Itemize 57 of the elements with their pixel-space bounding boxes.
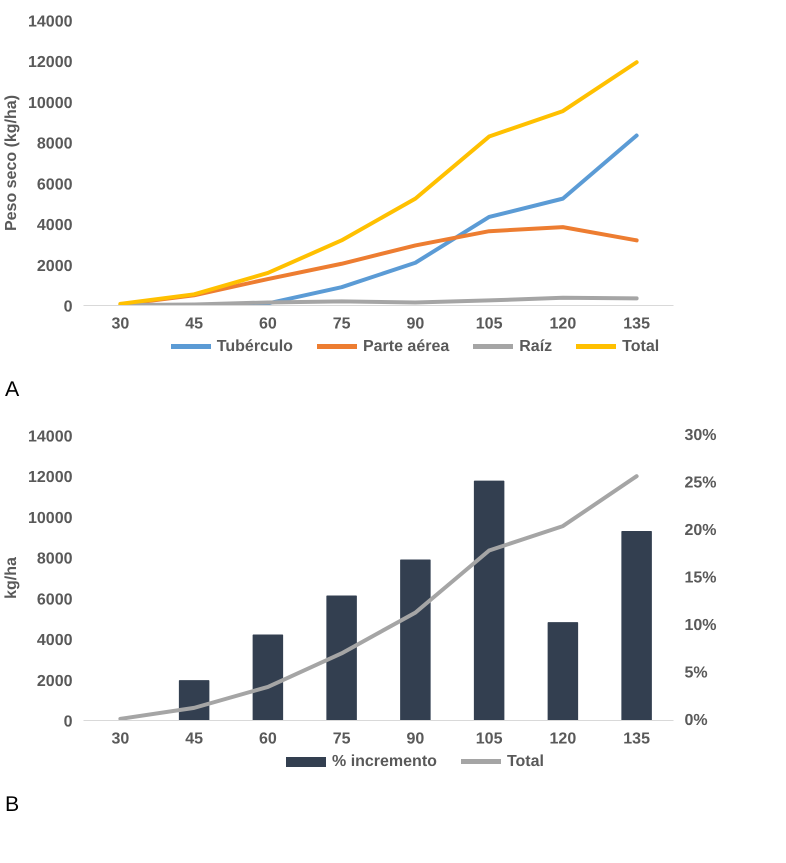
x-tick-label: 30: [111, 316, 130, 332]
y-axis-title: Peso seco (kg/ha): [3, 94, 20, 232]
line-series: [118, 60, 639, 306]
y-axis-title: kg/ha: [3, 557, 20, 599]
x-tick-label: 30: [111, 730, 130, 748]
y-tick-label: 4000: [36, 632, 73, 650]
x-tick-label: 120: [550, 316, 576, 332]
x-tick-label: 90: [406, 730, 424, 748]
y-tick-label: 2000: [36, 672, 73, 690]
y-tick-label: 8000: [36, 550, 73, 568]
x-tick-label: 75: [332, 730, 351, 748]
y-tick-label: 10000: [28, 510, 73, 527]
y-tick-label: 14000: [28, 428, 73, 446]
x-tick-label: 135: [623, 730, 650, 748]
bar: [252, 634, 284, 720]
y-tick-label: 10000: [28, 94, 73, 112]
y2-tick-label: 15%: [684, 570, 717, 586]
x-tick-label: 105: [476, 316, 503, 332]
bar: [474, 480, 504, 720]
x-tick-label: 75: [332, 316, 351, 332]
y-tick-label: 0: [64, 714, 73, 730]
y-tick-label: 6000: [36, 591, 73, 608]
y-tick-label: 8000: [36, 136, 73, 153]
legend-label: Parte aérea: [362, 338, 450, 355]
y2-tick-label: 0%: [684, 712, 708, 729]
y-tick-label: 4000: [36, 217, 73, 234]
x-tick-label: 90: [406, 316, 424, 332]
y2-tick-label: 10%: [684, 617, 717, 634]
bar: [400, 559, 431, 720]
y2-tick-label: 30%: [684, 427, 717, 444]
x-tick-label: 45: [185, 316, 204, 332]
text: A: [5, 376, 20, 403]
legend-label: Raíz: [518, 338, 552, 355]
y2-tick-label: 5%: [684, 664, 708, 682]
y-tick-label: 12000: [28, 54, 73, 72]
x-tick-label: 60: [258, 730, 277, 748]
x-tick-label: 135: [623, 316, 650, 332]
x-tick-label: 45: [185, 730, 204, 748]
line-series: [118, 474, 639, 720]
y-tick-label: 2000: [36, 258, 73, 275]
legend-label: Tubérculo: [216, 338, 293, 355]
x-tick-label: 60: [258, 316, 277, 332]
x-tick-label: 105: [476, 730, 503, 748]
y2-tick-label: 25%: [684, 474, 717, 492]
y-tick-label: 0: [64, 298, 73, 316]
legend-label: % incremento: [331, 753, 437, 770]
y2-tick-label: 20%: [684, 522, 717, 539]
bar: [621, 530, 652, 720]
text: B: [5, 791, 20, 818]
legend-label: Total: [506, 753, 544, 770]
bar: [548, 622, 578, 720]
bar: [326, 596, 357, 720]
y-tick-label: 14000: [28, 14, 73, 30]
x-tick-label: 120: [550, 730, 576, 748]
legend-label: Total: [621, 338, 660, 355]
y-tick-label: 12000: [28, 469, 73, 486]
y-tick-label: 6000: [36, 176, 73, 194]
